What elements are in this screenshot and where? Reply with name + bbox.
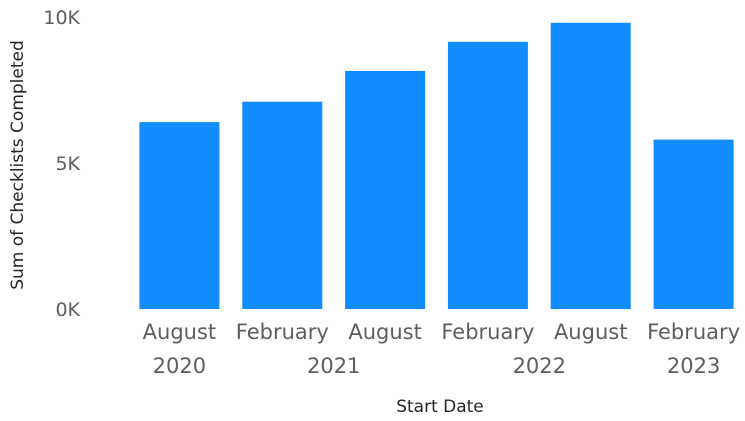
y-axis-title: Sum of Checklists Completed — [8, 40, 28, 290]
y-axis-ticks: 0K 5K 10K — [43, 7, 80, 321]
bar-5[interactable] — [653, 139, 734, 309]
x-tick-year-2: 2022 — [513, 354, 566, 378]
bar-3[interactable] — [447, 41, 528, 310]
x-tick-year-0: 2020 — [153, 354, 206, 378]
bars-group — [139, 22, 734, 310]
y-tick-label-1: 5K — [55, 153, 80, 175]
bar-2[interactable] — [345, 71, 426, 309]
bar-1[interactable] — [242, 101, 323, 309]
x-tick-month-3: February — [441, 320, 534, 344]
bar-4[interactable] — [550, 22, 631, 310]
x-tick-month-4: August — [554, 320, 628, 344]
x-tick-month-2: August — [348, 320, 422, 344]
x-tick-month-1: February — [236, 320, 329, 344]
x-tick-year-1: 2021 — [307, 354, 360, 378]
x-tick-month-5: February — [647, 320, 740, 344]
x-axis-ticks: August February August February August Februa… — [143, 320, 740, 378]
bar-0[interactable] — [139, 122, 220, 309]
x-tick-month-0: August — [143, 320, 217, 344]
x-axis-title: Start Date — [396, 397, 484, 417]
y-tick-label-2: 10K — [43, 7, 80, 29]
y-tick-label-0: 0K — [55, 299, 80, 321]
x-tick-year-3: 2023 — [667, 354, 720, 378]
